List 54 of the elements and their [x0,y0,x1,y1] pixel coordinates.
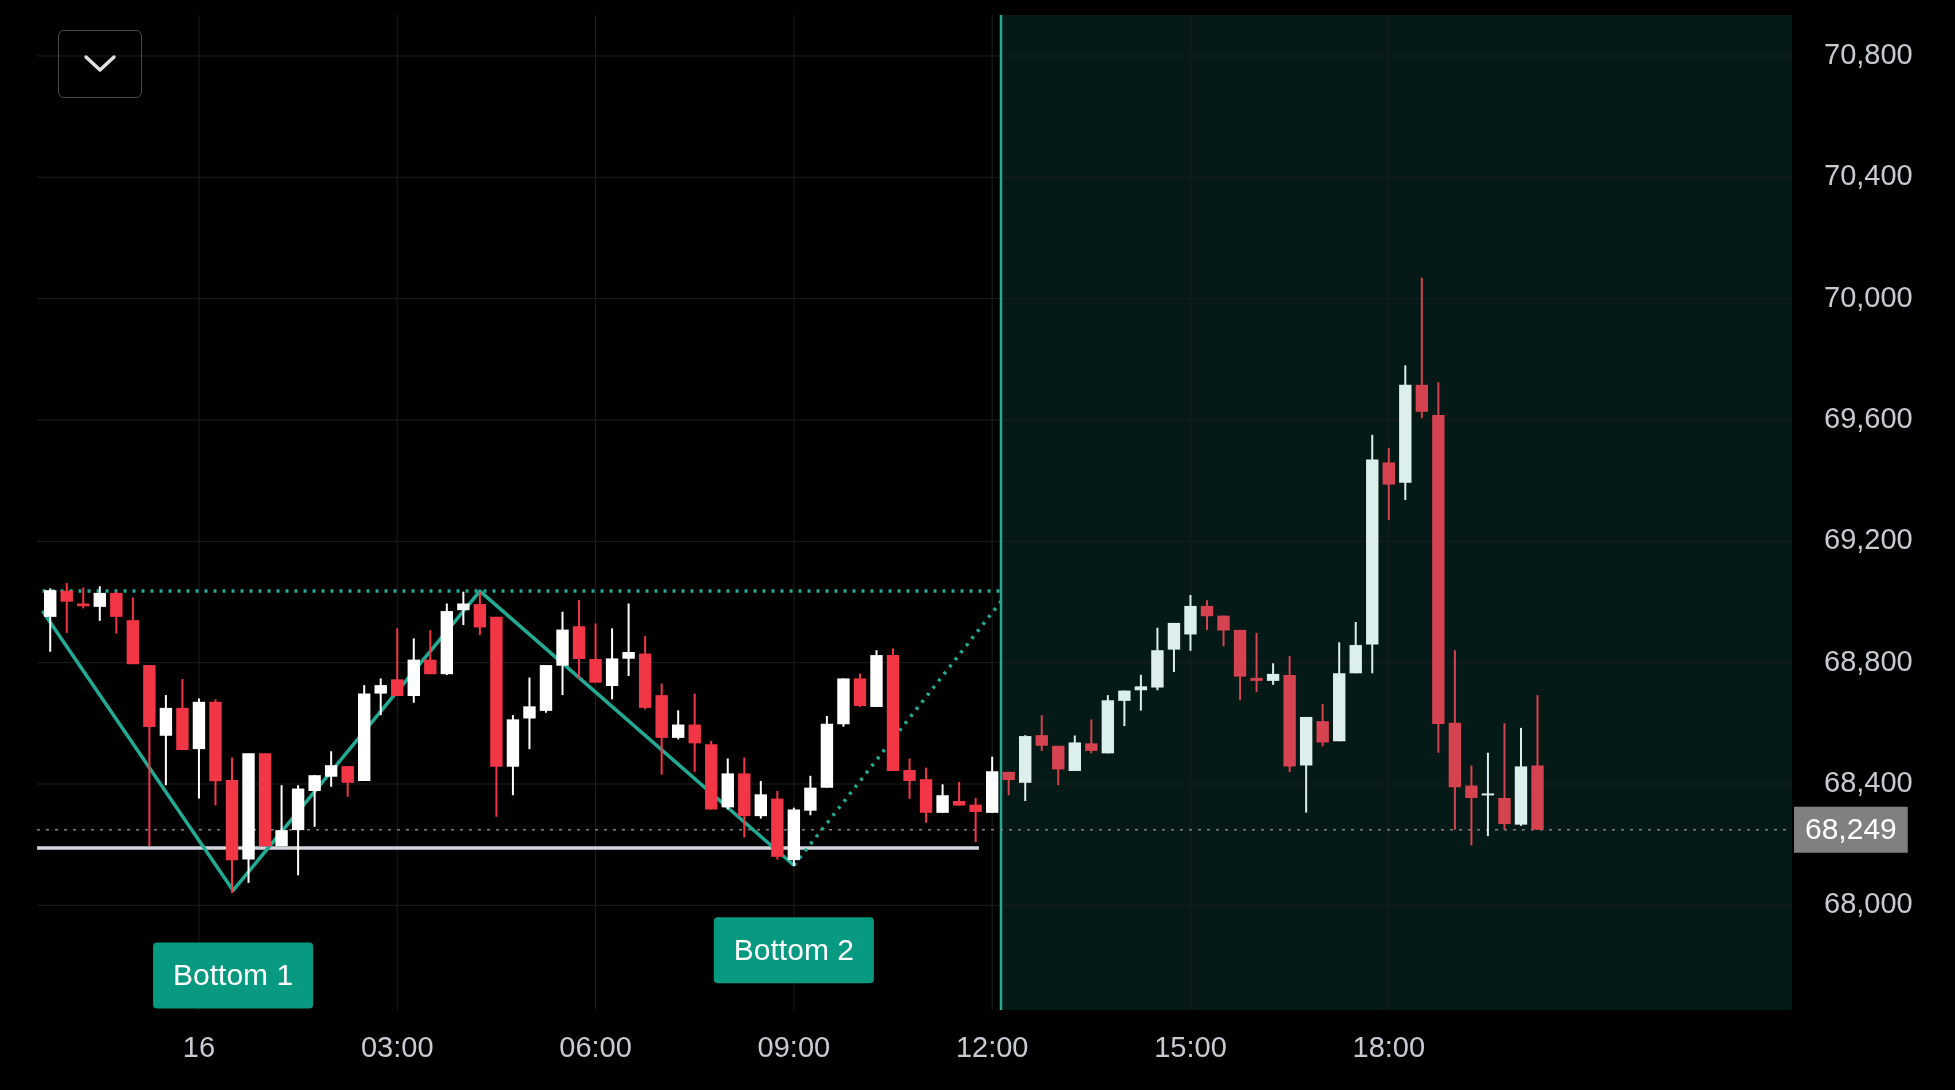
x-tick-label: 09:00 [757,1031,831,1064]
x-tick-label: 12:00 [955,1031,1029,1064]
candlestick [93,585,106,622]
candlestick [275,784,288,848]
y-tick-label: 69,200 [1824,523,1913,556]
candlestick [671,709,685,741]
x-tick-label: 16 [182,1031,216,1064]
candlestick [1085,718,1098,755]
candlestick [324,750,338,788]
x-tick-label: 03:00 [360,1031,434,1064]
annotation: Bottom 2 [733,932,854,966]
y-tick-label: 70,800 [1824,37,1913,70]
candlestick [1266,662,1280,686]
candlestick [110,590,123,635]
candlestick [457,590,470,627]
candlestick [903,757,916,800]
y-tick-label: 68,400 [1824,766,1913,798]
candlestick [308,774,321,828]
candlestick [1250,631,1263,694]
candlestick [936,783,949,814]
y-tick-label: 68,000 [1824,887,1913,920]
candlestick [589,622,602,684]
candlestick [391,627,404,698]
ref-line-label: 68,249 [1805,812,1897,846]
candlestick [473,590,487,637]
candlestick [622,602,635,678]
candlestick [424,629,437,676]
candlestick [1382,446,1395,522]
candlestick [374,677,387,717]
candlestick [523,676,536,751]
annotation: Bottom 1 [173,957,294,991]
candlestick [341,765,354,798]
candlestick [1118,689,1131,728]
y-tick-label: 70,000 [1824,280,1913,313]
x-tick-label: 15:00 [1154,1031,1227,1064]
candlestick [1200,599,1214,631]
x-tick-label: 18:00 [1352,1031,1426,1064]
candlestick [804,774,817,817]
candlestick [60,581,73,634]
candlestick [1316,702,1329,748]
candlestick [1052,744,1065,787]
candlestick [688,692,701,773]
candlestick [969,796,982,843]
y-tick-label: 69,600 [1824,401,1913,434]
candlestick [952,780,966,807]
candlestick [1134,673,1148,712]
candlestick [754,779,768,820]
y-tick-label: 70,400 [1824,159,1913,192]
candlestick [1217,614,1230,648]
candlestick [1481,751,1495,838]
candlestick [1035,714,1048,752]
y-tick-label: 68,800 [1824,644,1913,677]
x-tick-label: 06:00 [559,1031,632,1064]
candlestick [1465,764,1478,847]
